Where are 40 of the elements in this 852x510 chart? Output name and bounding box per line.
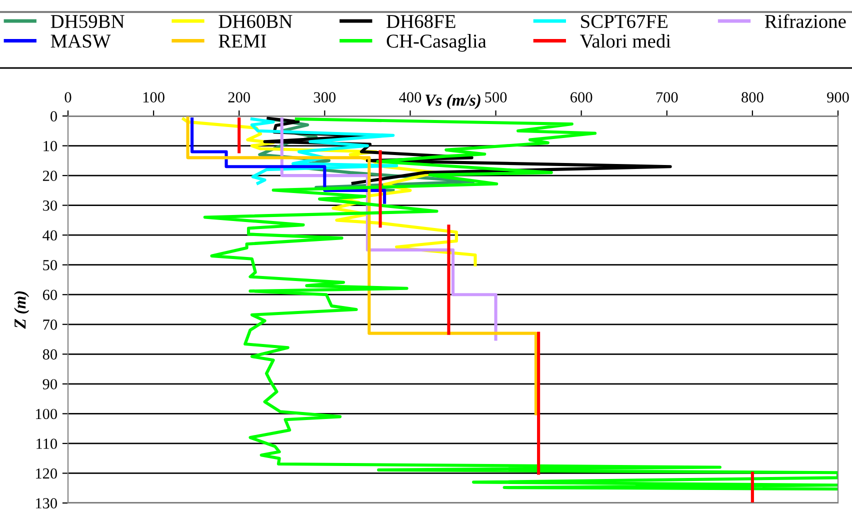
y-tick-label: 120 xyxy=(36,468,57,479)
x-tick-label: 600 xyxy=(570,92,592,102)
y-tick-label: 30 xyxy=(43,200,57,211)
y-tick-label: 10 xyxy=(44,140,57,152)
x-tick-label: 800 xyxy=(742,92,764,102)
y-tick-label: 60 xyxy=(42,290,57,300)
x-axis-title: Vs (m/s) xyxy=(426,94,480,110)
legend-label: Rifrazione xyxy=(764,14,846,28)
y-axis-title: Z (m) xyxy=(14,291,30,329)
y-tick-label: 130 xyxy=(36,498,57,508)
y-tick-label: 110 xyxy=(36,438,57,449)
x-tick-label: 900 xyxy=(827,92,849,102)
legend-label: SCPT67FE xyxy=(581,14,668,28)
y-tick-label: 20 xyxy=(42,170,57,181)
x-tick-label: 500 xyxy=(485,92,507,102)
line-series xyxy=(203,117,838,491)
y-tick-label: 80 xyxy=(42,349,57,360)
legend-label: CH-Casaglia xyxy=(386,34,486,52)
y-tick-label: 90 xyxy=(42,379,57,390)
y-tick-label: 100 xyxy=(36,408,57,420)
y-tick-label: 40 xyxy=(42,230,57,241)
line-series xyxy=(190,117,386,204)
line-series xyxy=(280,117,498,341)
legend-label: Valori medi xyxy=(580,34,671,48)
line-series xyxy=(186,116,538,416)
x-tick-label: 400 xyxy=(399,92,422,102)
y-tick-label: 50 xyxy=(43,260,57,270)
legend-label: REMI xyxy=(218,34,266,48)
x-tick-label: 100 xyxy=(143,92,164,102)
legend-label: DH59BN xyxy=(50,14,124,28)
x-tick-label: 200 xyxy=(228,92,250,102)
x-tick-label: 0 xyxy=(64,92,72,102)
legend-label: MASW xyxy=(50,34,111,48)
x-tick-label: 300 xyxy=(314,92,336,102)
y-tick-label: 70 xyxy=(43,320,57,330)
legend-label: DH68FE xyxy=(386,14,456,28)
legend-label: DH60BN xyxy=(218,14,292,28)
y-tick-label: 0 xyxy=(50,111,57,122)
line-series xyxy=(250,117,398,185)
x-tick-label: 700 xyxy=(656,92,678,102)
